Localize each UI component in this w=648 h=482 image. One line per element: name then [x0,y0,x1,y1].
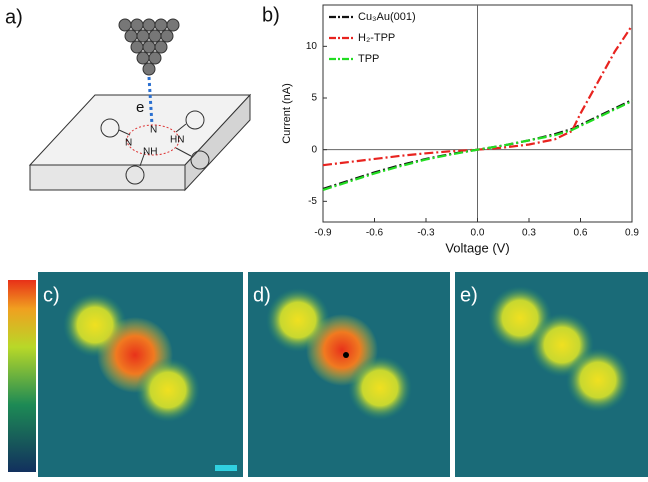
x-tick-label: 0.9 [625,228,639,239]
legend-label: H₂-TPP [358,32,395,44]
atom-label: N [125,138,132,149]
electron-label: e [136,99,144,116]
illustration: a) e N NH HN N [5,6,252,192]
panel-label: a) [5,6,23,28]
x-tick-label: 0.3 [522,228,536,239]
y-tick-label: 0 [311,144,317,155]
y-tick-label: -5 [308,196,317,207]
data-line [322,100,633,192]
atom-label: N [150,125,157,136]
panel-label: b) [262,4,280,26]
x-axis-label: Voltage (V) [445,240,509,255]
stm-images: c) d) e) [8,272,648,477]
y-tick-label: 5 [311,93,317,104]
legend-label: Cu₃Au(001) [358,11,416,23]
x-tick-label: -0.3 [417,228,435,239]
y-axis-label: Current (nA) [281,83,293,144]
atom-label: HN [170,135,184,146]
x-tick-label: -0.6 [366,228,384,239]
colorbar [8,280,36,472]
panel-label: d) [253,284,271,306]
y-tick-label: 10 [306,41,318,52]
data-line [322,25,633,167]
x-tick-label: 0.6 [574,228,588,239]
atom-label: NH [143,147,157,158]
panel-label: e) [460,284,478,306]
panel-label: c) [43,284,60,306]
x-tick-label: 0.0 [471,228,485,239]
legend-label: TPP [358,53,379,65]
x-tick-label: -0.9 [314,228,332,239]
